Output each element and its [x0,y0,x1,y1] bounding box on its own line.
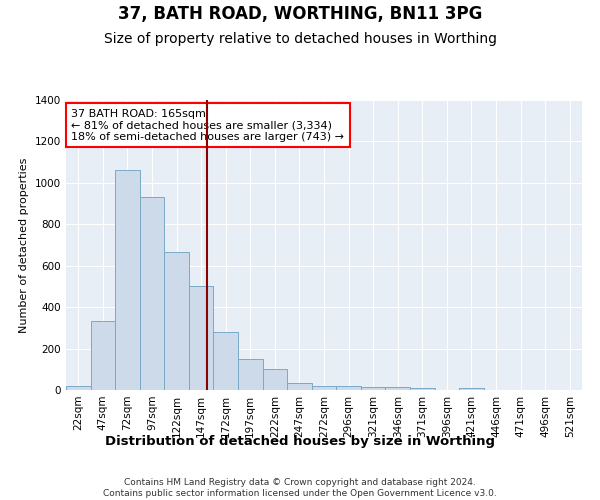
Text: Contains HM Land Registry data © Crown copyright and database right 2024.
Contai: Contains HM Land Registry data © Crown c… [103,478,497,498]
Bar [385,387,410,390]
Bar [189,286,214,390]
Bar [115,170,140,390]
Bar [66,386,91,390]
Bar [214,332,238,390]
Bar [312,386,336,390]
Y-axis label: Number of detached properties: Number of detached properties [19,158,29,332]
Text: 37, BATH ROAD, WORTHING, BN11 3PG: 37, BATH ROAD, WORTHING, BN11 3PG [118,5,482,23]
Bar [287,383,312,390]
Text: Size of property relative to detached houses in Worthing: Size of property relative to detached ho… [104,32,497,46]
Bar [140,198,164,390]
Bar [410,388,434,390]
Bar [164,252,189,390]
Bar [91,320,115,390]
Bar [459,388,484,390]
Bar [238,359,263,390]
Bar [263,370,287,390]
Text: Distribution of detached houses by size in Worthing: Distribution of detached houses by size … [105,435,495,448]
Bar [361,387,385,390]
Text: 37 BATH ROAD: 165sqm
← 81% of detached houses are smaller (3,334)
18% of semi-de: 37 BATH ROAD: 165sqm ← 81% of detached h… [71,108,344,142]
Bar [336,386,361,390]
